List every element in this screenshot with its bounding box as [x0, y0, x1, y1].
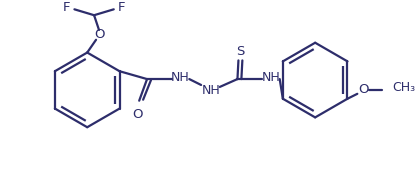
Text: S: S — [236, 45, 244, 58]
Text: CH₃: CH₃ — [393, 81, 416, 94]
Text: F: F — [118, 1, 125, 14]
Text: NH: NH — [171, 71, 190, 84]
Text: NH: NH — [202, 84, 220, 97]
Text: F: F — [63, 1, 70, 14]
Text: O: O — [358, 83, 368, 96]
Text: O: O — [94, 28, 104, 41]
Text: O: O — [132, 108, 142, 121]
Text: NH: NH — [262, 71, 280, 84]
